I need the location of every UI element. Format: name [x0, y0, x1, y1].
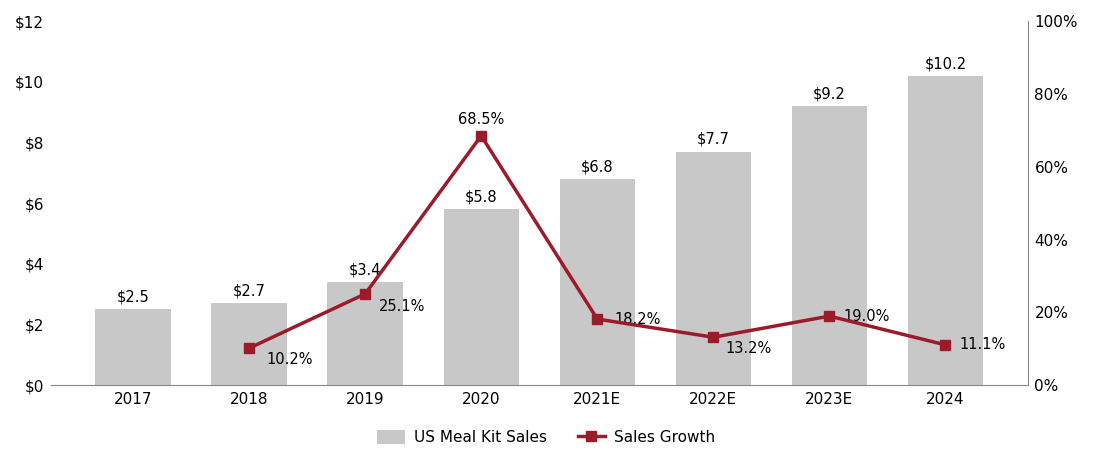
Text: $5.8: $5.8 [465, 190, 497, 205]
Text: $10.2: $10.2 [925, 56, 966, 71]
Sales Growth [359, 291, 372, 297]
Text: 11.1%: 11.1% [960, 337, 1006, 353]
Bar [791, 106, 867, 386]
Sales Growth [823, 313, 836, 319]
Bar [211, 303, 286, 386]
Text: $3.4: $3.4 [349, 263, 381, 278]
Text: 68.5%: 68.5% [458, 112, 504, 127]
Text: 19.0%: 19.0% [844, 308, 890, 324]
Text: $6.8: $6.8 [581, 159, 613, 174]
Line: Sales Growth: Sales Growth [244, 131, 950, 353]
Text: $9.2: $9.2 [813, 86, 846, 101]
Text: 18.2%: 18.2% [614, 312, 661, 326]
Bar [444, 209, 519, 386]
Legend: US Meal Kit Sales, Sales Growth: US Meal Kit Sales, Sales Growth [372, 424, 721, 451]
Text: $2.5: $2.5 [117, 290, 150, 305]
Text: 10.2%: 10.2% [267, 352, 313, 367]
Bar [907, 76, 984, 386]
Sales Growth [243, 346, 256, 351]
Bar [95, 309, 171, 386]
Bar [328, 282, 403, 386]
Text: $7.7: $7.7 [697, 132, 730, 147]
Sales Growth [707, 335, 720, 340]
Sales Growth [474, 133, 487, 139]
Text: $2.7: $2.7 [233, 284, 266, 299]
Sales Growth [590, 316, 603, 322]
Bar [675, 151, 751, 386]
Text: 25.1%: 25.1% [379, 299, 425, 314]
Bar [560, 179, 635, 386]
Text: 13.2%: 13.2% [725, 341, 772, 356]
Sales Growth [939, 342, 952, 347]
